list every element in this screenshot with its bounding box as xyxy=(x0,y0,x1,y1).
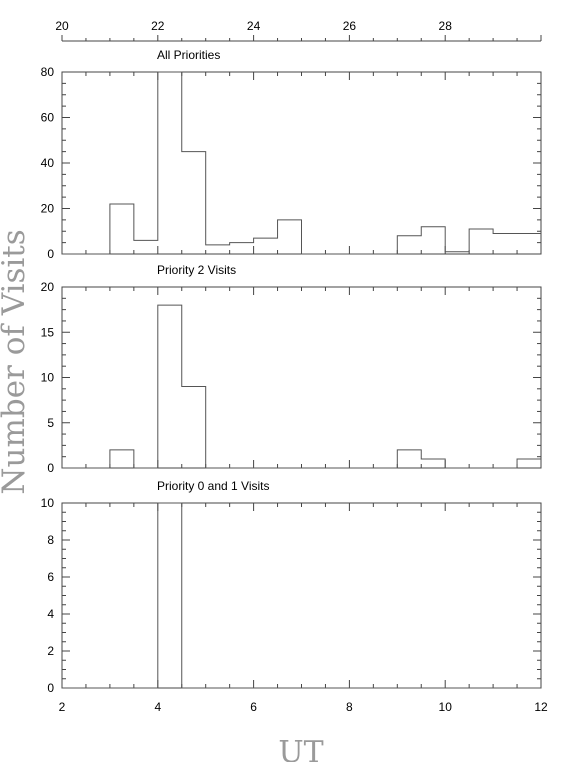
histogram-step-line xyxy=(62,502,541,689)
histogram-step-line xyxy=(62,71,541,255)
y-tick-label: 0 xyxy=(47,247,54,261)
y-tick-label: 5 xyxy=(47,416,54,430)
y-tick-label: 10 xyxy=(41,496,55,510)
panel-title: All Priorities xyxy=(157,48,220,62)
y-tick-label: 60 xyxy=(41,111,55,125)
y-axis-title: Number of Visits xyxy=(0,229,32,494)
x-axis-title: UT xyxy=(278,735,323,762)
top-axis-tick-label: 22 xyxy=(151,19,165,33)
x-tick-label: 2 xyxy=(59,700,66,714)
y-tick-label: 4 xyxy=(47,607,54,621)
y-tick-label: 0 xyxy=(47,681,54,695)
x-tick-label: 8 xyxy=(346,700,353,714)
panel-frame xyxy=(61,502,542,689)
y-tick-label: 15 xyxy=(41,325,55,339)
top-axis-tick-label: 26 xyxy=(343,19,357,33)
y-tick-label: 10 xyxy=(41,371,55,385)
histogram-step-line xyxy=(62,304,541,469)
top-axis-tick-label: 20 xyxy=(55,19,69,33)
y-tick-label: 6 xyxy=(47,570,54,584)
panel-frame xyxy=(61,286,542,469)
y-tick-label: 8 xyxy=(47,533,54,547)
x-tick-label: 10 xyxy=(439,700,453,714)
x-tick-label: 12 xyxy=(534,700,548,714)
y-tick-label: 20 xyxy=(41,280,55,294)
x-tick-label: 6 xyxy=(250,700,257,714)
panel-title: Priority 2 Visits xyxy=(157,263,236,277)
y-tick-label: 2 xyxy=(47,644,54,658)
y-tick-label: 80 xyxy=(41,65,55,79)
y-tick-label: 20 xyxy=(41,202,55,216)
top-axis-tick-label: 24 xyxy=(247,19,261,33)
top-axis-tick-label: 28 xyxy=(439,19,453,33)
x-tick-label: 4 xyxy=(154,700,161,714)
y-tick-label: 40 xyxy=(41,156,55,170)
panel-title: Priority 0 and 1 Visits xyxy=(157,479,270,493)
y-tick-label: 0 xyxy=(47,461,54,475)
